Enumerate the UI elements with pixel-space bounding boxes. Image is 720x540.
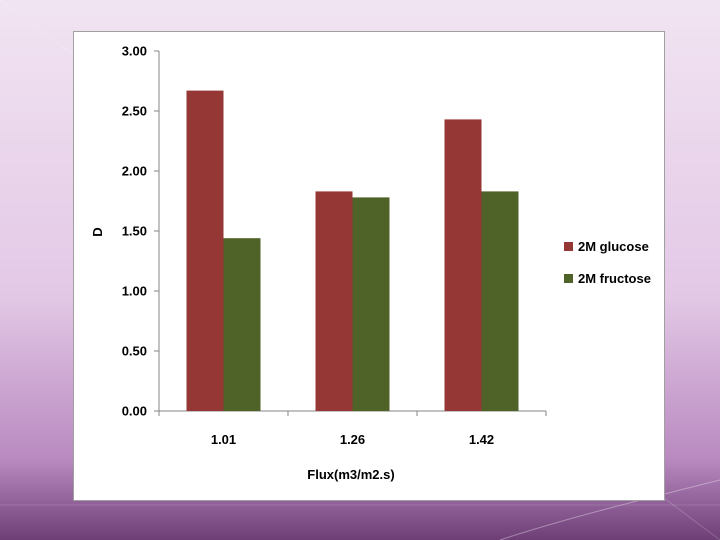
legend-swatch-0 — [564, 242, 573, 251]
bar-fructose-0 — [223, 238, 261, 411]
bar-glucose-0 — [186, 90, 224, 411]
y-tick-label: 2.00 — [122, 164, 147, 179]
x-tick-label: 1.42 — [469, 432, 494, 447]
bar-chart: D Flux(m3/m2.s) 0.00 0.50 1.00 1.50 2.00 2.50… — [90, 44, 651, 483]
chart-area: D Flux(m3/m2.s) 0.00 0.50 1.00 1.50 2.00 2.50… — [73, 31, 665, 501]
x-tick-label: 1.26 — [340, 432, 365, 447]
x-tick-label: 1.01 — [211, 432, 236, 447]
legend-swatch-1 — [564, 274, 573, 283]
y-tick-label: 0.50 — [122, 344, 147, 359]
bar-fructose-1 — [352, 197, 390, 411]
bar-glucose-2 — [444, 119, 482, 412]
legend-label-0: 2M glucose — [578, 239, 649, 254]
y-tick-label: 3.00 — [122, 44, 147, 59]
y-tick-label: 1.00 — [122, 284, 147, 299]
bar-glucose-1 — [315, 191, 353, 411]
bar-fructose-2 — [481, 191, 519, 411]
x-axis-title: Flux(m3/m2.s) — [307, 467, 394, 482]
y-axis-title: D — [90, 227, 105, 236]
y-tick-label: 1.50 — [122, 224, 147, 239]
legend-label-1: 2M fructose — [578, 271, 651, 286]
y-tick-label: 0.00 — [122, 404, 147, 419]
y-tick-label: 2.50 — [122, 104, 147, 119]
